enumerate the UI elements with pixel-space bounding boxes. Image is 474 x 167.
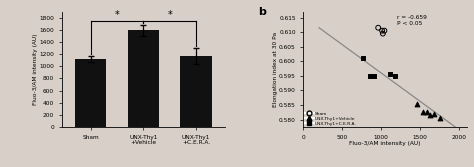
- Text: r = -0.659
P < 0.05: r = -0.659 P < 0.05: [397, 15, 427, 26]
- Y-axis label: Elongation index at 30 Pa: Elongation index at 30 Pa: [273, 32, 278, 107]
- Point: [366, 74, 374, 77]
- Point: [436, 117, 444, 120]
- Point: [374, 26, 382, 29]
- Text: b: b: [258, 7, 265, 17]
- Point: [419, 111, 427, 114]
- Legend: Sham, UNX-Thy1+Vehicle, UNX-Thy1+C.E.R.A.: Sham, UNX-Thy1+Vehicle, UNX-Thy1+C.E.R.A…: [305, 112, 357, 126]
- Point: [379, 32, 387, 35]
- Point: [378, 29, 386, 32]
- Text: *: *: [115, 10, 119, 20]
- Point: [392, 74, 399, 77]
- Point: [427, 114, 434, 117]
- Bar: [75, 59, 107, 127]
- Bar: [128, 31, 159, 127]
- Bar: [180, 56, 212, 127]
- Point: [386, 73, 393, 76]
- Point: [371, 74, 378, 77]
- Point: [413, 102, 421, 105]
- X-axis label: Fluo-3/AM intensity (AU): Fluo-3/AM intensity (AU): [349, 141, 421, 146]
- Point: [359, 57, 366, 60]
- Point: [430, 112, 438, 115]
- Point: [381, 29, 388, 32]
- Y-axis label: Fluo-3/AM intensity (AU): Fluo-3/AM intensity (AU): [33, 34, 38, 105]
- Text: *: *: [167, 10, 172, 20]
- Point: [423, 111, 431, 114]
